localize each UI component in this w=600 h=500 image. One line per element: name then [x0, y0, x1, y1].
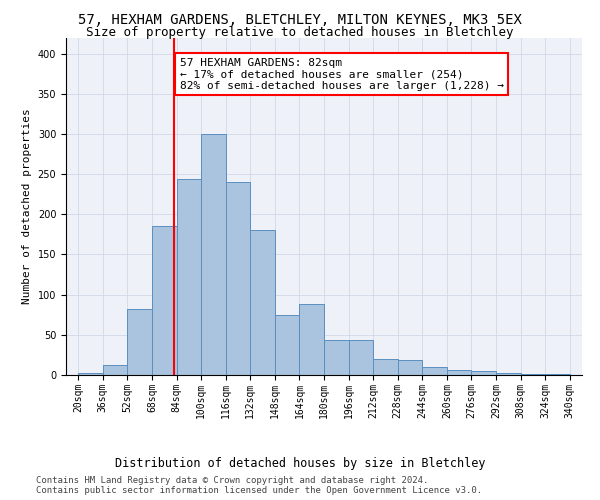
Bar — [496, 372, 521, 375]
Bar — [349, 340, 373, 375]
Bar — [545, 374, 570, 375]
Bar — [373, 359, 398, 375]
Bar — [472, 371, 496, 375]
Text: 57 HEXHAM GARDENS: 82sqm
← 17% of detached houses are smaller (254)
82% of semi-: 57 HEXHAM GARDENS: 82sqm ← 17% of detach… — [179, 58, 503, 91]
Text: Contains HM Land Registry data © Crown copyright and database right 2024.
Contai: Contains HM Land Registry data © Crown c… — [36, 476, 482, 495]
Bar — [78, 372, 103, 375]
Bar — [152, 226, 176, 375]
Bar — [250, 230, 275, 375]
Y-axis label: Number of detached properties: Number of detached properties — [22, 108, 32, 304]
Bar — [422, 367, 447, 375]
Bar — [324, 340, 349, 375]
Bar — [447, 370, 472, 375]
Bar — [398, 360, 422, 375]
Bar — [275, 314, 299, 375]
Bar — [176, 179, 201, 375]
Text: 57, HEXHAM GARDENS, BLETCHLEY, MILTON KEYNES, MK3 5EX: 57, HEXHAM GARDENS, BLETCHLEY, MILTON KE… — [78, 12, 522, 26]
Bar — [201, 134, 226, 375]
Text: Distribution of detached houses by size in Bletchley: Distribution of detached houses by size … — [115, 458, 485, 470]
Text: Size of property relative to detached houses in Bletchley: Size of property relative to detached ho… — [86, 26, 514, 39]
Bar — [103, 366, 127, 375]
Bar — [127, 309, 152, 375]
Bar — [299, 304, 324, 375]
Bar — [521, 374, 545, 375]
Bar — [226, 182, 250, 375]
